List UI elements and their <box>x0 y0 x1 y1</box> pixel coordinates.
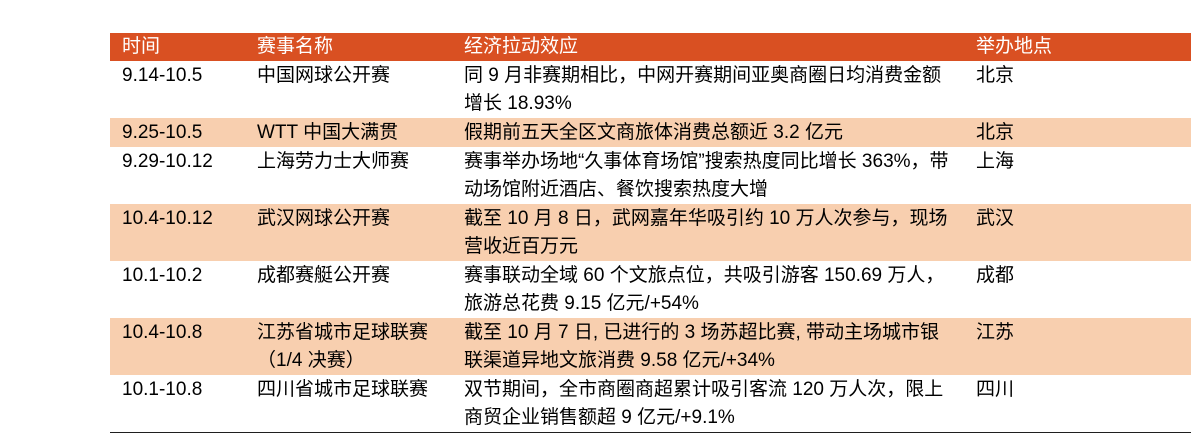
cell-time: 10.1-10.8 <box>122 379 203 400</box>
table-row: 9.14-10.5 中国网球公开赛 同 9 月非赛期相比，中网开赛期间亚奥商圈日均消… <box>110 61 1191 118</box>
cell-effect: 截至 10 月 8 日，武网嘉年华吸引约 10 万人次参与，现场营收近百万元 <box>452 204 964 261</box>
table-row: 10.1-10.8 四川省城市足球联赛 双节期间，全市商圈商超累计吸引客流 120 … <box>110 375 1191 433</box>
cell-time: 9.14-10.5 <box>122 65 203 86</box>
cell-time: 9.25-10.5 <box>110 118 245 147</box>
cell-event: WTT 中国大满贯 <box>245 118 452 147</box>
cell-location: 四川 <box>976 379 1015 400</box>
table-row: 10.1-10.2 成都赛艇公开赛 赛事联动全域 60 个文旅点位，共吸引游客 15… <box>110 261 1191 318</box>
cell-event: 成都赛艇公开赛 <box>257 265 391 286</box>
cell-effect: 赛事联动全域 60 个文旅点位，共吸引游客 150.69 万人，旅游总花费 9.… <box>464 265 945 314</box>
cell-event: 中国网球公开赛 <box>257 65 391 86</box>
cell-effect: 同 9 月非赛期相比，中网开赛期间亚奥商圈日均消费金额增长 18.93% <box>464 65 942 114</box>
cell-time: 10.1-10.2 <box>122 265 203 286</box>
cell-effect: 假期前五天全区文商旅体消费总额近 3.2 亿元 <box>452 118 964 147</box>
cell-event: 武汉网球公开赛 <box>245 204 452 261</box>
column-header-effect: 经济拉动效应 <box>452 33 964 61</box>
table-row: 9.29-10.12 上海劳力士大师赛 赛事举办场地“久事体育场馆”搜索热度同比增长… <box>110 147 1191 204</box>
cell-event: 四川省城市足球联赛 <box>257 379 429 400</box>
table-row: 9.25-10.5 WTT 中国大满贯 假期前五天全区文商旅体消费总额近 3.2 亿… <box>110 118 1191 147</box>
table-row: 10.4-10.12 武汉网球公开赛 截至 10 月 8 日，武网嘉年华吸引约 10… <box>110 204 1191 261</box>
table-body: 9.14-10.5 中国网球公开赛 同 9 月非赛期相比，中网开赛期间亚奥商圈日均消… <box>110 61 1191 433</box>
table-row: 10.4-10.8 江苏省城市足球联赛（1/4 决赛） 截至 10 月 7 日, 已… <box>110 318 1191 375</box>
cell-effect: 双节期间，全市商圈商超累计吸引客流 120 万人次，限上商贸企业销售额超 9 亿… <box>464 379 944 428</box>
cell-time: 9.29-10.12 <box>122 151 213 172</box>
cell-location: 上海 <box>976 151 1015 172</box>
cell-location: 武汉 <box>964 204 1191 261</box>
cell-time: 10.4-10.8 <box>110 318 245 375</box>
sports-events-economic-effect-table: 时间 赛事名称 经济拉动效应 举办地点 9.14-10.5 中国网球公开赛 同 9 月非赛… <box>110 33 1191 433</box>
cell-time: 10.4-10.12 <box>110 204 245 261</box>
column-header-time: 时间 <box>110 33 245 61</box>
cell-effect: 赛事举办场地“久事体育场馆”搜索热度同比增长 363%，带动场馆附近酒店、餐饮搜… <box>464 151 949 200</box>
cell-location: 成都 <box>976 265 1015 286</box>
cell-event: 江苏省城市足球联赛（1/4 决赛） <box>245 318 452 375</box>
cell-location: 北京 <box>964 118 1191 147</box>
column-header-event: 赛事名称 <box>245 33 452 61</box>
header-row: 时间 赛事名称 经济拉动效应 举办地点 <box>110 33 1191 61</box>
cell-location: 北京 <box>976 65 1015 86</box>
column-header-location: 举办地点 <box>964 33 1191 61</box>
cell-location: 江苏 <box>964 318 1191 375</box>
cell-effect: 截至 10 月 7 日, 已进行的 3 场苏超比赛, 带动主场城市银联渠道异地文… <box>452 318 964 375</box>
cell-event: 上海劳力士大师赛 <box>257 151 410 172</box>
